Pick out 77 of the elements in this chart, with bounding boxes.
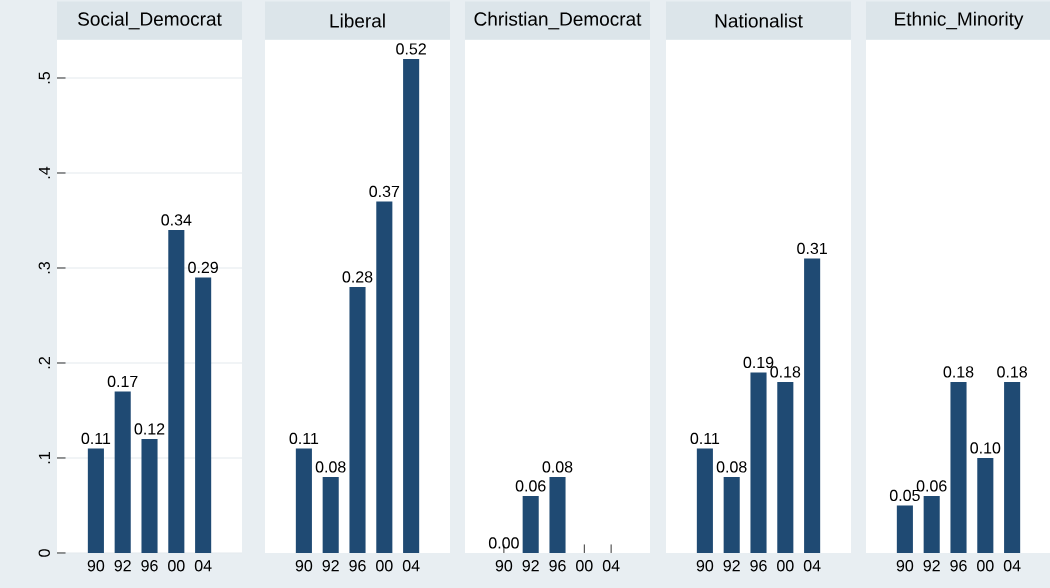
bar — [977, 457, 994, 553]
bar — [295, 448, 312, 553]
data-label: 0.18 — [997, 366, 1027, 378]
bar — [777, 381, 794, 553]
x-tick-label: 00 — [777, 560, 794, 572]
bar — [804, 258, 821, 553]
chart-title: Christian_Democrat — [474, 11, 642, 30]
chart-title: Ethnic_Minority — [895, 11, 1024, 30]
bar — [403, 58, 420, 553]
x-tick-label: 92 — [522, 560, 539, 572]
data-label: 0.52 — [396, 43, 426, 55]
y-tick-label: .2 — [38, 357, 50, 369]
bar — [349, 286, 366, 553]
data-label: 0.08 — [716, 461, 747, 473]
x-tick-label: 96 — [950, 560, 967, 572]
bar — [141, 438, 158, 553]
data-label: 0.19 — [743, 356, 774, 369]
x-tick-label: 04 — [803, 560, 821, 572]
x-tick-label: 92 — [723, 560, 740, 572]
x-tick-label: 92 — [923, 560, 940, 572]
y-tick-label: .3 — [38, 262, 50, 274]
y-tick-label: .1 — [38, 452, 50, 464]
bar — [195, 277, 212, 553]
data-label: 0.29 — [188, 261, 218, 274]
data-label: 0.06 — [515, 480, 546, 492]
x-tick-label: 04 — [402, 560, 420, 572]
x-tick-label: 96 — [141, 560, 158, 572]
chart-title: Nationalist — [715, 13, 803, 28]
x-tick-label: 90 — [295, 560, 313, 572]
x-tick-label: 04 — [1003, 560, 1021, 572]
x-tick-label: 00 — [977, 560, 994, 572]
x-tick-label: 90 — [696, 560, 714, 572]
data-label: 0.08 — [542, 461, 573, 473]
data-label: 0.11 — [81, 432, 111, 445]
x-tick-label: 96 — [750, 560, 767, 572]
y-tick-label: 0 — [38, 549, 50, 557]
bar — [923, 495, 940, 553]
x-tick-label: 00 — [576, 560, 593, 572]
data-label: 0.28 — [342, 271, 373, 283]
x-tick-label: 96 — [549, 560, 566, 572]
data-label: 0.37 — [369, 185, 400, 198]
x-tick-label: 04 — [602, 560, 620, 572]
x-tick-label: 90 — [495, 560, 513, 572]
bar — [950, 381, 967, 553]
bar — [750, 372, 767, 553]
x-tick-label: 00 — [376, 560, 393, 572]
x-tick-label: 96 — [349, 560, 366, 572]
x-tick-label: 04 — [194, 560, 212, 572]
data-label: 0.08 — [315, 461, 346, 473]
x-tick-label: 90 — [87, 560, 105, 572]
chart-title: Liberal — [330, 13, 385, 28]
bar — [696, 448, 713, 553]
bar — [376, 201, 393, 553]
bar — [114, 391, 131, 553]
y-tick-label: .5 — [38, 72, 50, 84]
data-label: 0.11 — [690, 432, 720, 445]
bar — [168, 230, 185, 553]
data-label: 0.12 — [134, 423, 165, 435]
x-tick-label: 00 — [168, 560, 185, 572]
data-label: 0.34 — [161, 214, 192, 226]
x-tick-label: 92 — [322, 560, 339, 572]
x-tick-label: 90 — [896, 560, 914, 572]
data-label: 0.18 — [770, 366, 801, 378]
bar — [1004, 381, 1021, 553]
bar — [723, 476, 740, 553]
chart-title: Social_Democrat — [78, 11, 222, 30]
data-label: 0.11 — [289, 432, 319, 445]
x-tick-label: 92 — [114, 560, 131, 572]
bar — [322, 476, 339, 553]
data-label: 0.18 — [943, 366, 974, 378]
bar — [87, 448, 104, 553]
data-label: 0.10 — [970, 442, 1001, 454]
data-label: 0.00 — [488, 537, 519, 549]
bar — [896, 505, 913, 553]
data-label: 0.31 — [797, 242, 827, 255]
data-label: 0.17 — [107, 375, 138, 388]
y-tick-label: .4 — [38, 166, 50, 179]
